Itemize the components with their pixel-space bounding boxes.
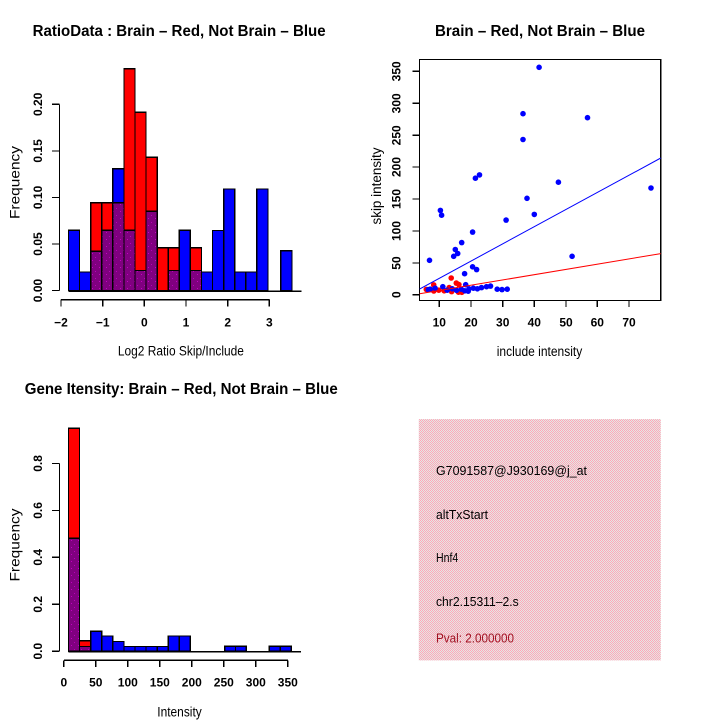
svg-text:G7091587@J930169@j_at: G7091587@J930169@j_at [436, 463, 587, 478]
svg-text:0.0: 0.0 [31, 643, 45, 660]
svg-text:20: 20 [464, 316, 478, 330]
svg-text:50: 50 [390, 256, 404, 270]
svg-text:0.05: 0.05 [31, 232, 45, 256]
svg-text:300: 300 [390, 93, 404, 113]
svg-text:altTxStart: altTxStart [436, 507, 488, 522]
svg-text:2: 2 [224, 316, 231, 330]
svg-text:150: 150 [150, 676, 170, 690]
svg-text:0: 0 [141, 316, 148, 330]
svg-text:0.2: 0.2 [31, 596, 45, 613]
svg-text:0.10: 0.10 [31, 185, 45, 209]
svg-text:Gene Itensity: Brain – Red, No: Gene Itensity: Brain – Red, Not Brain – … [25, 381, 338, 398]
svg-text:10: 10 [433, 316, 447, 330]
svg-text:Frequency: Frequency [8, 146, 23, 219]
svg-text:3: 3 [266, 316, 273, 330]
svg-text:300: 300 [246, 676, 266, 690]
svg-text:0.00: 0.00 [31, 278, 45, 302]
svg-text:0.8: 0.8 [31, 455, 45, 472]
svg-text:Intensity: Intensity [157, 705, 202, 720]
svg-text:−2: −2 [54, 316, 68, 330]
svg-text:−1: −1 [96, 316, 110, 330]
svg-text:200: 200 [182, 676, 202, 690]
svg-text:200: 200 [390, 157, 404, 177]
svg-text:0: 0 [390, 291, 404, 298]
svg-text:100: 100 [390, 221, 404, 241]
svg-text:Pval: 2.000000: Pval: 2.000000 [436, 630, 514, 645]
svg-text:100: 100 [118, 676, 138, 690]
svg-text:50: 50 [89, 676, 103, 690]
svg-text:Log2 Ratio Skip/Include: Log2 Ratio Skip/Include [118, 344, 244, 359]
svg-text:0.6: 0.6 [31, 502, 45, 519]
svg-text:chr2.15311–2.s: chr2.15311–2.s [436, 594, 519, 609]
svg-text:250: 250 [214, 676, 234, 690]
svg-text:0.15: 0.15 [31, 139, 45, 163]
svg-text:1: 1 [183, 316, 190, 330]
svg-text:30: 30 [496, 316, 510, 330]
svg-text:RatioData : Brain – Red, Not B: RatioData : Brain – Red, Not Brain – Blu… [33, 23, 326, 40]
svg-text:Frequency: Frequency [8, 508, 23, 581]
svg-text:Brain – Red, Not Brain – Blue: Brain – Red, Not Brain – Blue [435, 23, 645, 40]
svg-text:50: 50 [559, 316, 573, 330]
svg-text:150: 150 [390, 189, 404, 209]
svg-text:350: 350 [278, 676, 298, 690]
svg-text:include intensity: include intensity [497, 344, 583, 359]
svg-text:70: 70 [622, 316, 636, 330]
svg-text:0: 0 [60, 676, 67, 690]
svg-text:skip intensity: skip intensity [369, 147, 384, 224]
svg-text:0.4: 0.4 [31, 549, 45, 566]
svg-text:350: 350 [390, 61, 404, 81]
svg-text:250: 250 [390, 125, 404, 145]
svg-text:40: 40 [528, 316, 542, 330]
svg-text:60: 60 [591, 316, 605, 330]
svg-text:0.20: 0.20 [31, 92, 45, 116]
svg-text:Hnf4: Hnf4 [436, 550, 458, 565]
